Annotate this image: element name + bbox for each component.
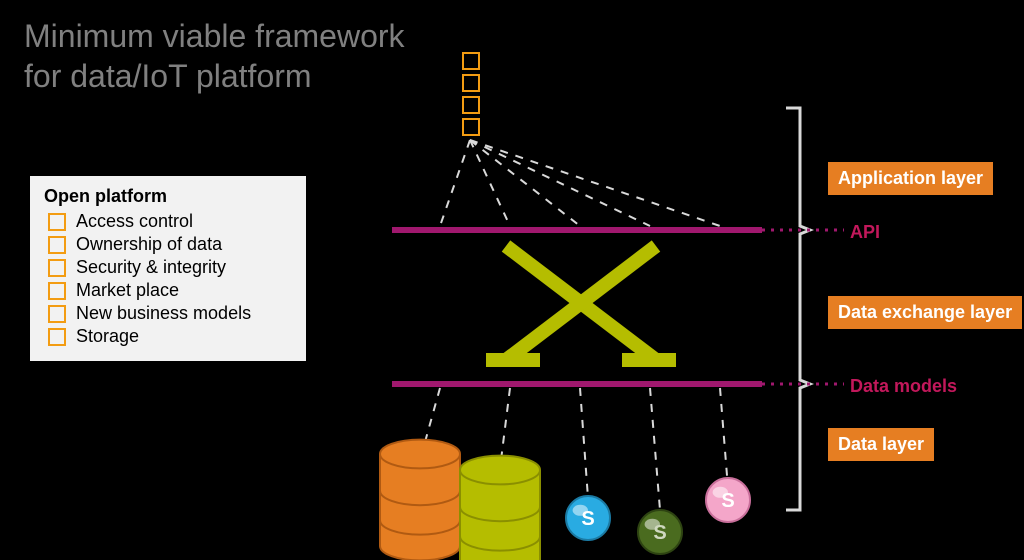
bullet-square-icon (48, 236, 66, 254)
info-box-item: Market place (44, 280, 292, 301)
info-box-item-label: Market place (76, 280, 179, 301)
info-box-item-label: Ownership of data (76, 234, 222, 255)
info-box-item: Access control (44, 211, 292, 232)
top-checkbox-icon (462, 118, 480, 136)
info-box-item: Security & integrity (44, 257, 292, 278)
layer-label: Application layer (828, 162, 993, 195)
top-checkbox-icon (462, 52, 480, 70)
title-line-1: Minimum viable framework (24, 18, 405, 54)
info-box-item-label: Storage (76, 326, 139, 347)
info-box-item: Ownership of data (44, 234, 292, 255)
info-box-items: Access controlOwnership of dataSecurity … (44, 211, 292, 347)
svg-text:S: S (581, 508, 594, 530)
layer-label: Data exchange layer (828, 296, 1022, 329)
info-box-header: Open platform (44, 186, 292, 207)
bullet-square-icon (48, 259, 66, 277)
info-box-item: New business models (44, 303, 292, 324)
info-box-item-label: Access control (76, 211, 193, 232)
info-box-item: Storage (44, 326, 292, 347)
open-platform-box: Open platform Access controlOwnership of… (30, 176, 306, 361)
axis-label: Data models (850, 376, 957, 397)
layer-label: Data layer (828, 428, 934, 461)
info-box-item-label: Security & integrity (76, 257, 226, 278)
bullet-square-icon (48, 213, 66, 231)
svg-text:S: S (653, 522, 666, 544)
top-checkbox-icon (462, 74, 480, 92)
axis-label: API (850, 222, 880, 243)
page-title: Minimum viable framework for data/IoT pl… (24, 16, 405, 96)
info-box-item-label: New business models (76, 303, 251, 324)
bullet-square-icon (48, 282, 66, 300)
bullet-square-icon (48, 305, 66, 323)
title-line-2: for data/IoT platform (24, 58, 312, 94)
top-checkbox-icon (462, 96, 480, 114)
svg-text:S: S (721, 490, 734, 512)
bullet-square-icon (48, 328, 66, 346)
